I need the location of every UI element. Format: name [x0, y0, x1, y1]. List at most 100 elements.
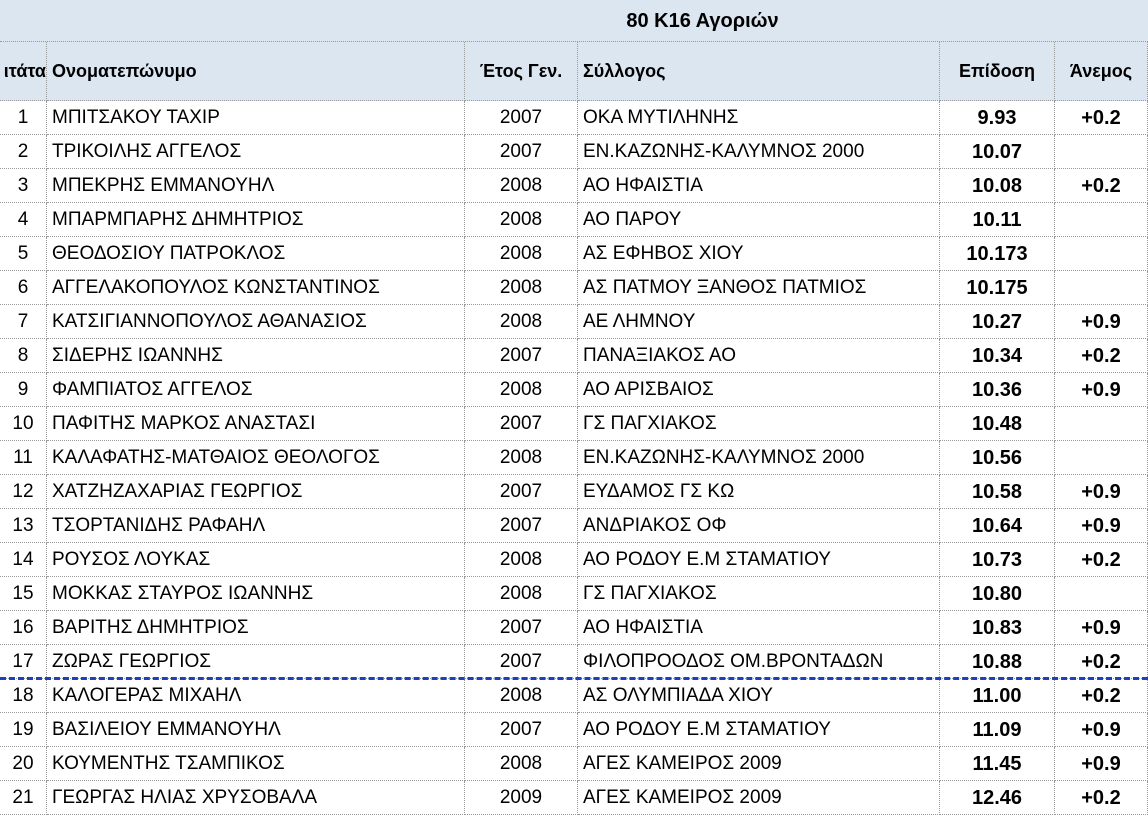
birth-year-cell: 2009 [465, 781, 578, 815]
name-cell: ΡΟΥΣΟΣ ΛΟΥΚΑΣ [47, 543, 465, 577]
performance-cell: 10.11 [940, 203, 1055, 237]
wind-cell: +0.9 [1055, 611, 1148, 645]
wind-cell [1055, 441, 1148, 475]
birth-year-cell: 2007 [465, 101, 578, 135]
wind-cell [1055, 237, 1148, 271]
wind-cell: +0.2 [1055, 781, 1148, 815]
performance-cell: 10.64 [940, 509, 1055, 543]
rank-cell: 6 [0, 271, 47, 305]
name-cell: ΖΩΡΑΣ ΓΕΩΡΓΙΟΣ [47, 645, 465, 679]
name-cell: ΘΕΟΔΟΣΙΟΥ ΠΑΤΡΟΚΛΟΣ [47, 237, 465, 271]
birth-year-cell: 2008 [465, 305, 578, 339]
club-cell: ΑΣ ΠΑΤΜΟΥ ΞΑΝΘΟΣ ΠΑΤΜΙΟΣ [578, 271, 940, 305]
title-row: 80 Κ16 Αγοριών [0, 0, 1148, 42]
club-cell: ΑΟ ΡΟΔΟΥ Ε.Μ ΣΤΑΜΑΤΙΟΥ [578, 713, 940, 747]
wind-cell: +0.9 [1055, 373, 1148, 407]
wind-cell: +0.9 [1055, 475, 1148, 509]
rank-cell: 16 [0, 611, 47, 645]
wind-cell: +0.2 [1055, 169, 1148, 203]
birth-year-cell: 2008 [465, 237, 578, 271]
club-cell: ΑΣ ΟΛΥΜΠΙΑΔΑ ΧΙΟΥ [578, 679, 940, 713]
rank-cell: 13 [0, 509, 47, 543]
performance-cell: 10.83 [940, 611, 1055, 645]
rank-cell: 20 [0, 747, 47, 781]
name-cell: ΧΑΤΖΗΖΑΧΑΡΙΑΣ ΓΕΩΡΓΙΟΣ [47, 475, 465, 509]
rank-cell: 14 [0, 543, 47, 577]
wind-cell [1055, 577, 1148, 611]
wind-cell [1055, 135, 1148, 169]
name-cell: ΜΟΚΚΑΣ ΣΤΑΥΡΟΣ ΙΩΑΝΝΗΣ [47, 577, 465, 611]
birth-year-cell: 2007 [465, 339, 578, 373]
rank-cell: 5 [0, 237, 47, 271]
birth-year-cell: 2007 [465, 611, 578, 645]
name-cell: ΜΠΑΡΜΠΑΡΗΣ ΔΗΜΗΤΡΙΟΣ [47, 203, 465, 237]
club-cell: ΕΥΔΑΜΟΣ ΓΣ ΚΩ [578, 475, 940, 509]
performance-cell: 10.36 [940, 373, 1055, 407]
name-cell: ΤΣΟΡΤΑΝΙΔΗΣ ΡΑΦΑΗΛ [47, 509, 465, 543]
performance-cell: 10.48 [940, 407, 1055, 441]
birth-year-cell: 2008 [465, 543, 578, 577]
rank-cell: 3 [0, 169, 47, 203]
column-header: Άνεμος [1055, 42, 1148, 101]
performance-cell: 12.46 [940, 781, 1055, 815]
birth-year-cell: 2007 [465, 645, 578, 679]
wind-cell: +0.2 [1055, 679, 1148, 713]
performance-cell: 10.175 [940, 271, 1055, 305]
wind-cell: +0.2 [1055, 339, 1148, 373]
name-cell: ΒΑΣΙΛΕΙΟΥ ΕΜΜΑΝΟΥΗΛ [47, 713, 465, 747]
wind-cell [1055, 407, 1148, 441]
birth-year-cell: 2007 [465, 475, 578, 509]
wind-cell [1055, 203, 1148, 237]
performance-cell: 10.27 [940, 305, 1055, 339]
name-cell: ΒΑΡΙΤΗΣ ΔΗΜΗΤΡΙΟΣ [47, 611, 465, 645]
birth-year-cell: 2007 [465, 509, 578, 543]
rank-cell: 8 [0, 339, 47, 373]
club-cell: ΟΚΑ ΜΥΤΙΛΗΝΗΣ [578, 101, 940, 135]
club-cell: ΦΙΛΟΠΡΟΟΔΟΣ ΟΜ.ΒΡΟΝΤΑΔΩΝ [578, 645, 940, 679]
club-cell: ΕΝ.ΚΑΖΩΝΗΣ-ΚΑΛΥΜΝΟΣ 2000 [578, 441, 940, 475]
column-header: ιτάτα [0, 42, 47, 101]
birth-year-cell: 2007 [465, 713, 578, 747]
rank-cell: 11 [0, 441, 47, 475]
club-cell: ΑΟ ΡΟΔΟΥ Ε.Μ ΣΤΑΜΑΤΙΟΥ [578, 543, 940, 577]
rank-cell: 7 [0, 305, 47, 339]
column-header: Ονοματεπώνυμο [47, 42, 465, 101]
performance-cell: 10.08 [940, 169, 1055, 203]
column-header: Επίδοση [940, 42, 1055, 101]
performance-cell: 10.73 [940, 543, 1055, 577]
rank-cell: 2 [0, 135, 47, 169]
club-cell: ΑΣ ΕΦΗΒΟΣ ΧΙΟΥ [578, 237, 940, 271]
rank-cell: 15 [0, 577, 47, 611]
birth-year-cell: 2008 [465, 271, 578, 305]
name-cell: ΓΕΩΡΓΑΣ ΗΛΙΑΣ ΧΡΥΣΟΒΑΛΑ [47, 781, 465, 815]
wind-cell: +0.2 [1055, 645, 1148, 679]
rank-cell: 9 [0, 373, 47, 407]
rank-cell: 12 [0, 475, 47, 509]
name-cell: ΦΑΜΠΙΑΤΟΣ ΑΓΓΕΛΟΣ [47, 373, 465, 407]
birth-year-cell: 2008 [465, 577, 578, 611]
rank-cell: 21 [0, 781, 47, 815]
performance-cell: 10.58 [940, 475, 1055, 509]
wind-cell: +0.2 [1055, 543, 1148, 577]
performance-cell: 11.00 [940, 679, 1055, 713]
birth-year-cell: 2007 [465, 407, 578, 441]
rank-cell: 4 [0, 203, 47, 237]
name-cell: ΜΠΙΤΣΑΚΟΥ ΤΑΧΙΡ [47, 101, 465, 135]
club-cell: ΓΣ ΠΑΓΧΙΑΚΟΣ [578, 407, 940, 441]
wind-cell [1055, 271, 1148, 305]
performance-cell: 10.173 [940, 237, 1055, 271]
name-cell: ΣΙΔΕΡΗΣ ΙΩΑΝΝΗΣ [47, 339, 465, 373]
club-cell: ΑΕ ΛΗΜΝΟΥ [578, 305, 940, 339]
birth-year-cell: 2007 [465, 135, 578, 169]
rank-cell: 17 [0, 645, 47, 679]
performance-cell: 10.56 [940, 441, 1055, 475]
name-cell: ΚΑΛΟΓΕΡΑΣ ΜΙΧΑΗΛ [47, 679, 465, 713]
performance-cell: 9.93 [940, 101, 1055, 135]
rank-cell: 10 [0, 407, 47, 441]
club-cell: ΕΝ.ΚΑΖΩΝΗΣ-ΚΑΛΥΜΝΟΣ 2000 [578, 135, 940, 169]
name-cell: ΑΓΓΕΛΑΚΟΠΟΥΛΟΣ ΚΩΝΣΤΑΝΤΙΝΟΣ [47, 271, 465, 305]
name-cell: ΤΡΙΚΟΙΛΗΣ ΑΓΓΕΛΟΣ [47, 135, 465, 169]
club-cell: ΑΓΕΣ ΚΑΜΕΙΡΟΣ 2009 [578, 781, 940, 815]
performance-cell: 10.07 [940, 135, 1055, 169]
club-cell: ΑΓΕΣ ΚΑΜΕΙΡΟΣ 2009 [578, 747, 940, 781]
